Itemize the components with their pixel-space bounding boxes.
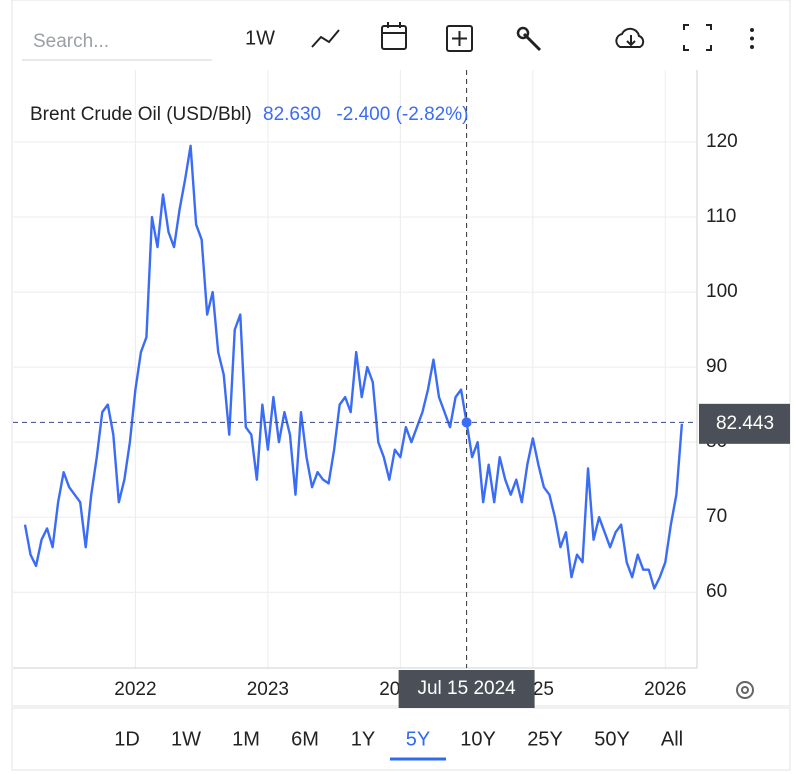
range-button[interactable]: 6M <box>291 728 319 750</box>
y-tick-label: 90 <box>706 356 727 377</box>
y-tick-label: 100 <box>706 281 738 302</box>
crosshair-value: 82.630 <box>263 104 321 125</box>
search-input[interactable]: Search... <box>33 31 109 52</box>
legend-text: Brent Crude Oil (USD/Bbl) 82.630 -2.400 … <box>30 104 468 125</box>
y-tick-label: 120 <box>706 131 738 152</box>
x-tick-label: 2023 <box>247 679 289 700</box>
x-tick-label: 2026 <box>644 679 686 700</box>
settings-wrench-icon[interactable] <box>516 26 542 52</box>
last-price-box <box>699 403 790 444</box>
calendar-icon[interactable] <box>381 22 407 50</box>
crosshair-point <box>461 417 472 428</box>
range-button[interactable]: 50Y <box>594 728 630 750</box>
crosshair-date: Jul 15 2024 <box>417 678 516 699</box>
fullscreen-icon[interactable] <box>683 24 712 51</box>
y-tick-label: 110 <box>706 206 736 227</box>
range-button[interactable]: 1W <box>171 728 201 750</box>
range-button[interactable]: 10Y <box>460 728 496 750</box>
add-indicator-icon[interactable] <box>446 25 473 52</box>
chart-title: Brent Crude Oil (USD/Bbl) <box>30 104 252 125</box>
plot-area: 6070809010011012020222023202420252026Jul… <box>13 70 790 708</box>
range-button[interactable]: All <box>661 728 683 750</box>
settings-gear-icon[interactable] <box>736 681 754 699</box>
y-tick-label: 60 <box>706 581 727 602</box>
x-tick-label: 2022 <box>114 679 156 700</box>
crosshair-date-box <box>398 670 535 708</box>
download-icon[interactable] <box>615 27 645 48</box>
last-price-label: 82.443 <box>716 413 774 434</box>
chart-type-icon[interactable] <box>311 29 340 48</box>
range-button[interactable]: 25Y <box>527 728 563 750</box>
price-line <box>23 144 684 590</box>
y-tick-label: 70 <box>706 506 727 527</box>
more-menu-icon[interactable] <box>750 28 754 49</box>
interval-button[interactable]: 1W <box>245 27 275 49</box>
range-button[interactable]: 5Y <box>406 728 430 750</box>
range-buttons: 1D 1W 1M 6M 1Y 5Y 10Y 25Y 50Y All <box>114 728 683 761</box>
range-button[interactable]: 1M <box>232 728 260 750</box>
range-button[interactable]: 1D <box>114 728 140 750</box>
range-button[interactable]: 1Y <box>351 728 375 750</box>
header-legend: Brent Crude Oil (USD/Bbl) 82.630 -2.400 … <box>30 104 468 125</box>
crosshair-change: -2.400 (-2.82%) <box>336 104 468 125</box>
